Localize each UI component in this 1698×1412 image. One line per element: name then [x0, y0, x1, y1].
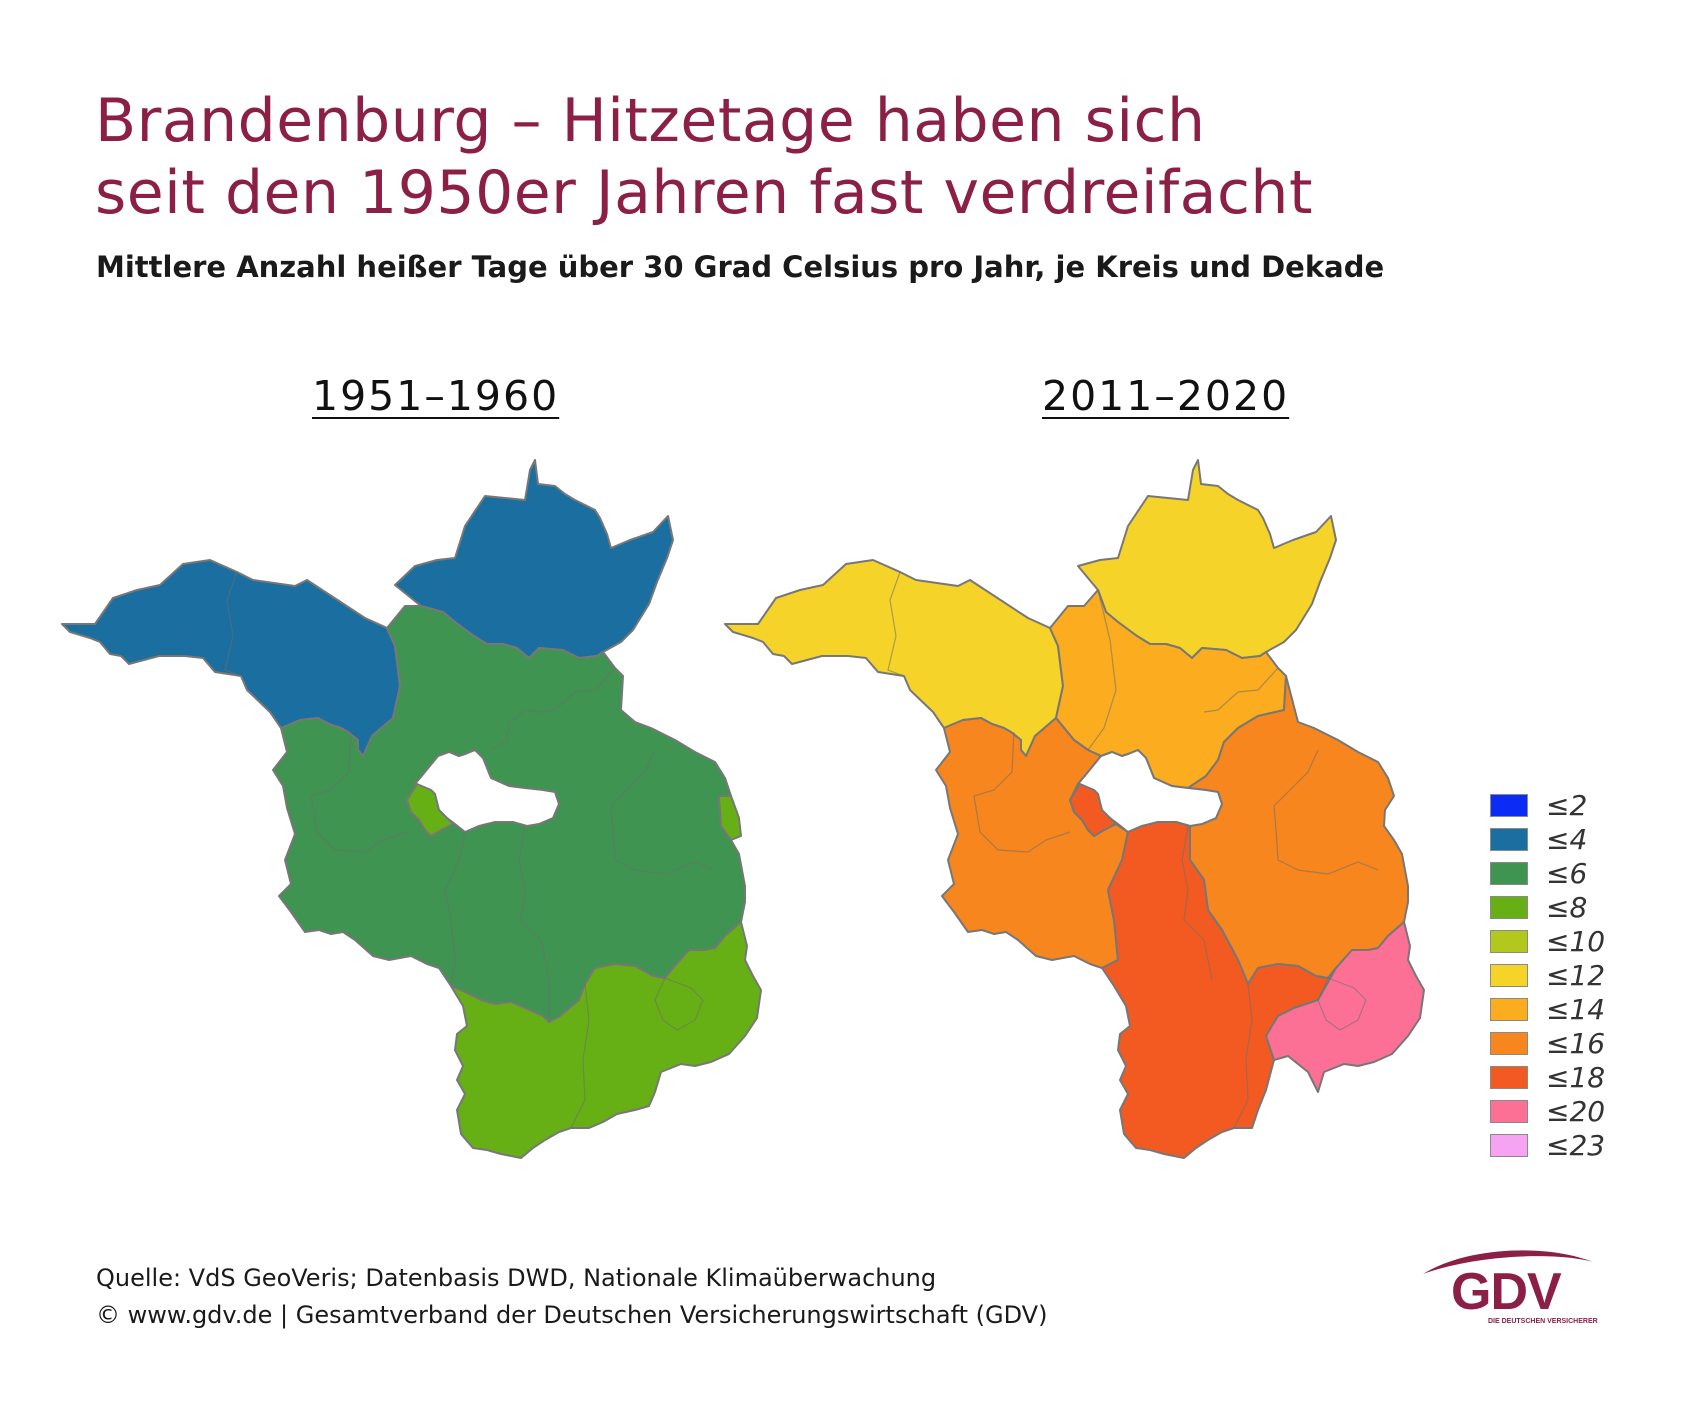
legend-label: ≤12 — [1546, 958, 1606, 992]
source-note: Quelle: VdS GeoVeris; Datenbasis DWD, Na… — [96, 1264, 937, 1292]
legend-item: ≤20 — [1490, 1094, 1605, 1128]
legend-swatch — [1490, 997, 1528, 1021]
legend-label: ≤23 — [1546, 1128, 1606, 1162]
legend-label: ≤14 — [1546, 992, 1606, 1026]
logo-tagline: DIE DEUTSCHEN VERSICHERER — [1488, 1318, 1598, 1325]
legend-item: ≤23 — [1490, 1128, 1605, 1162]
legend-label: ≤2 — [1546, 788, 1588, 822]
legend: ≤2 ≤4 ≤6 ≤8 ≤10 ≤12 ≤14 ≤16 ≤18 ≤20 ≤23 — [1490, 788, 1605, 1162]
logo-text: GDV — [1451, 1263, 1562, 1321]
page-title: Brandenburg – Hitzetage haben sich seit … — [95, 85, 1313, 229]
legend-swatch — [1490, 1099, 1528, 1123]
legend-swatch — [1490, 793, 1528, 817]
map-1951-1960 — [61, 459, 762, 1159]
legend-swatch — [1490, 1133, 1528, 1157]
legend-swatch — [1490, 1065, 1528, 1089]
legend-label: ≤6 — [1546, 856, 1588, 890]
region-spree-neisse-pink[interactable] — [1265, 921, 1425, 1093]
legend-label: ≤8 — [1546, 890, 1588, 924]
legend-label: ≤16 — [1546, 1026, 1606, 1060]
page-subtitle: Mittlere Anzahl heißer Tage über 30 Grad… — [96, 250, 1385, 284]
copyright-note: © www.gdv.de | Gesamtverband der Deutsch… — [96, 1301, 1048, 1329]
region-south-red[interactable] — [1101, 821, 1337, 1159]
legend-item: ≤18 — [1490, 1060, 1605, 1094]
title-line-2: seit den 1950er Jahren fast verdreifacht — [95, 158, 1313, 228]
legend-label: ≤4 — [1546, 822, 1588, 856]
legend-item: ≤10 — [1490, 924, 1605, 958]
legend-label: ≤10 — [1546, 924, 1606, 958]
region-potsdam[interactable] — [406, 783, 454, 837]
legend-item: ≤16 — [1490, 1026, 1605, 1060]
legend-item: ≤14 — [1490, 992, 1605, 1026]
legend-item: ≤12 — [1490, 958, 1605, 992]
region-frankfurt-oder[interactable] — [718, 795, 742, 841]
logo-arc-icon — [1423, 1250, 1593, 1274]
legend-item: ≤6 — [1490, 856, 1605, 890]
map-right-period-label: 2011–2020 — [1042, 372, 1290, 420]
region-potsdam-2[interactable] — [1069, 783, 1117, 837]
legend-swatch — [1490, 895, 1528, 919]
legend-label: ≤18 — [1546, 1060, 1606, 1094]
legend-item: ≤4 — [1490, 822, 1605, 856]
legend-item: ≤2 — [1490, 788, 1605, 822]
legend-swatch — [1490, 929, 1528, 953]
legend-swatch — [1490, 963, 1528, 987]
legend-swatch — [1490, 1031, 1528, 1055]
map-left-period-label: 1951–1960 — [312, 372, 560, 420]
gdv-logo[interactable]: GDV DIE DEUTSCHEN VERSICHERER — [1418, 1240, 1628, 1330]
footer: Quelle: VdS GeoVeris; Datenbasis DWD, Na… — [96, 1260, 1047, 1334]
legend-item: ≤8 — [1490, 890, 1605, 924]
region-west-orange[interactable] — [935, 717, 1129, 969]
map-2011-2020 — [724, 459, 1425, 1159]
legend-swatch — [1490, 861, 1528, 885]
title-line-1: Brandenburg – Hitzetage haben sich — [95, 86, 1206, 156]
region-south-green[interactable] — [450, 921, 762, 1159]
legend-swatch — [1490, 827, 1528, 851]
legend-label: ≤20 — [1546, 1094, 1606, 1128]
